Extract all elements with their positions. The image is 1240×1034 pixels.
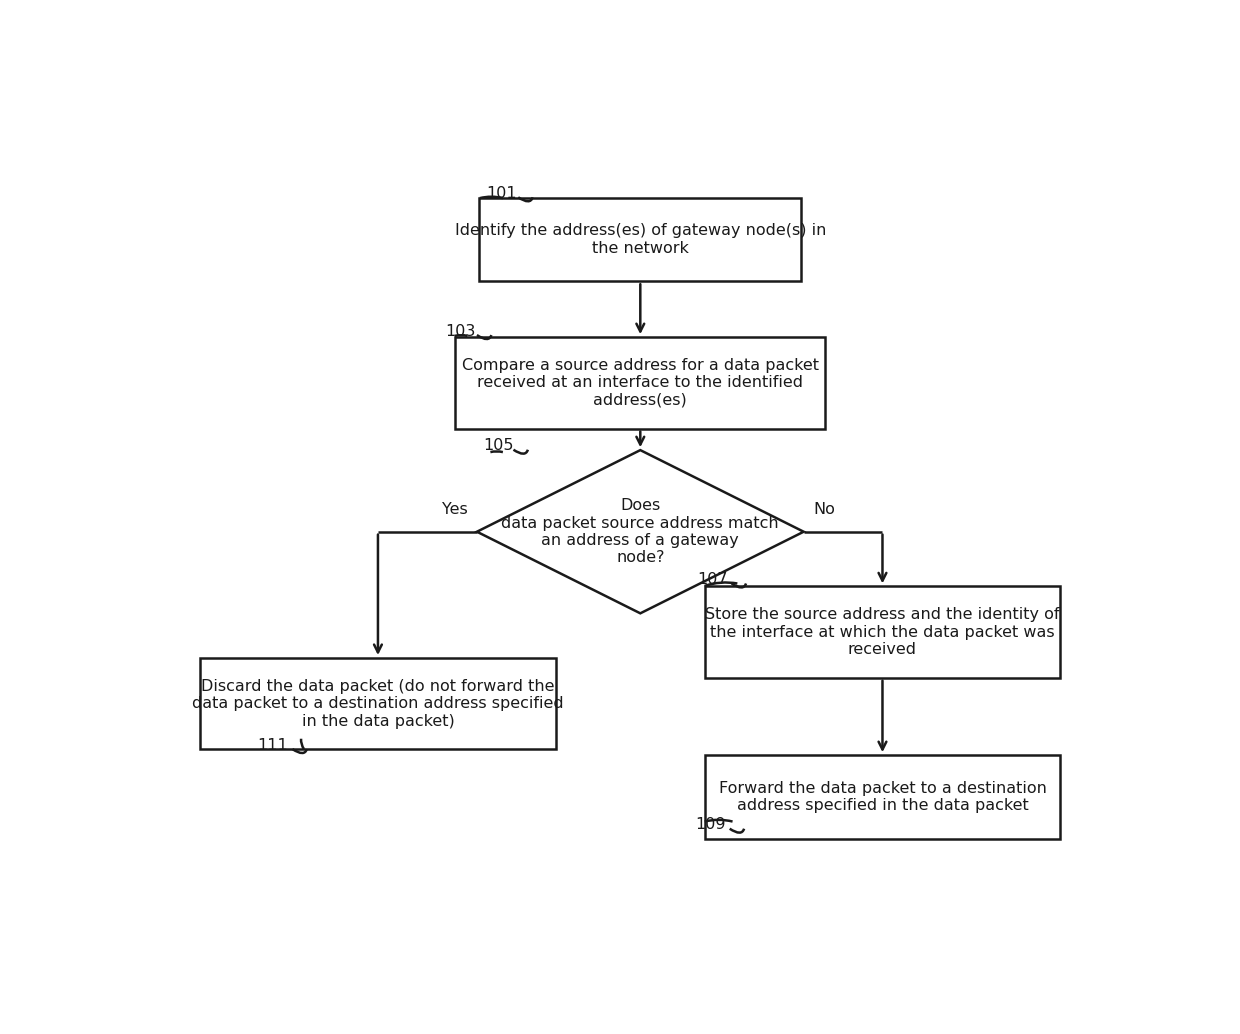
Text: 105: 105 [484,438,515,453]
Bar [704,755,1060,839]
Text: 103: 103 [445,324,476,338]
Bar [455,337,826,429]
Text: 109: 109 [696,817,725,832]
Bar [704,586,1060,678]
Text: Compare a source address for a data packet
received at an interface to the ident: Compare a source address for a data pack… [461,358,818,407]
Text: Forward the data packet to a destination
address specified in the data packet: Forward the data packet to a destination… [718,781,1047,813]
Text: Yes: Yes [441,503,467,517]
Bar [480,197,801,281]
Polygon shape [477,450,804,613]
Text: 101: 101 [486,186,517,201]
Text: Does
data packet source address match
an address of a gateway
node?: Does data packet source address match an… [501,498,779,566]
Text: Discard the data packet (do not forward the
data packet to a destination address: Discard the data packet (do not forward … [192,678,564,729]
Text: 107: 107 [697,572,728,587]
Text: Store the source address and the identity of
the interface at which the data pac: Store the source address and the identit… [706,607,1060,657]
Bar [200,658,556,750]
Text: No: No [813,503,836,517]
Text: Identify the address(es) of gateway node(s) in
the network: Identify the address(es) of gateway node… [455,223,826,255]
Text: 111: 111 [257,737,288,753]
